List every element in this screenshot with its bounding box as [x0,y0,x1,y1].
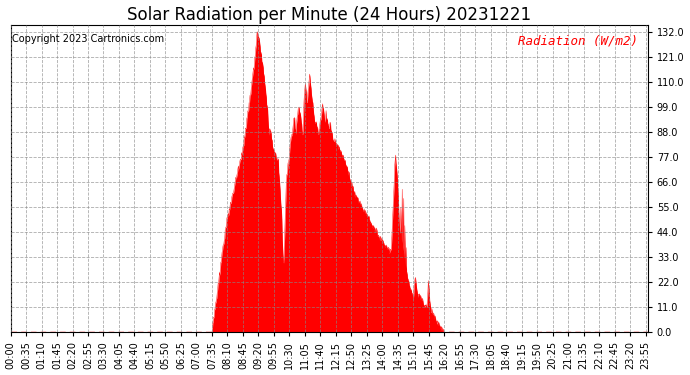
Title: Solar Radiation per Minute (24 Hours) 20231221: Solar Radiation per Minute (24 Hours) 20… [127,6,531,24]
Text: Copyright 2023 Cartronics.com: Copyright 2023 Cartronics.com [12,34,164,44]
Text: Radiation (W/m2): Radiation (W/m2) [518,34,638,47]
